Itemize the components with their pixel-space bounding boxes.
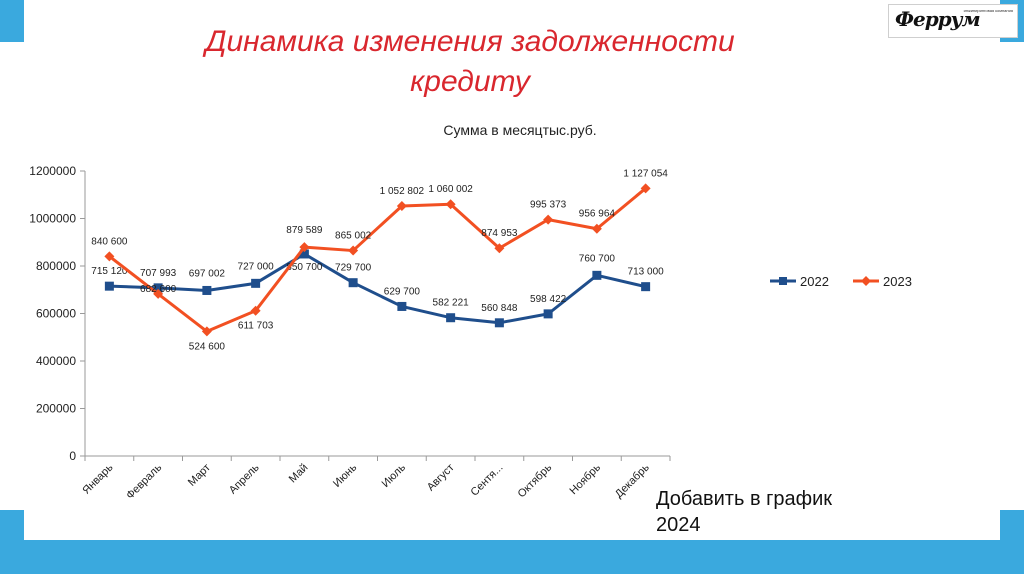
data-point-2022 xyxy=(348,278,358,288)
data-label-2022: 715 120 xyxy=(91,266,128,277)
x-tick-label: Июль xyxy=(380,461,409,490)
y-tick-label: 400000 xyxy=(36,354,76,368)
data-label-2023: 840 600 xyxy=(91,236,128,247)
slide-note: Добавить в график 2024 xyxy=(656,488,833,536)
slide-title: Динамика изменения задолженности кредиту xyxy=(205,25,735,98)
data-point-2022 xyxy=(592,270,602,280)
data-label-2023: 524 600 xyxy=(189,341,226,352)
x-tick-label: Август xyxy=(425,462,457,494)
legend-label-2022: 2022 xyxy=(800,274,829,289)
data-label-2023: 1 052 802 xyxy=(380,186,425,197)
data-point-2022 xyxy=(446,313,456,323)
data-label-2022: 760 700 xyxy=(579,253,616,264)
data-point-2023 xyxy=(104,251,115,262)
series-line-2023 xyxy=(108,187,647,333)
data-label-2022: 629 700 xyxy=(384,286,421,297)
data-point-2023 xyxy=(640,183,651,194)
data-label-2023: 1 127 054 xyxy=(623,168,668,179)
data-point-2023 xyxy=(201,326,212,337)
data-label-2023: 956 964 xyxy=(579,209,616,220)
data-label-2023: 874 953 xyxy=(481,228,518,239)
data-point-2022 xyxy=(543,309,553,319)
data-point-2023 xyxy=(494,243,505,254)
x-tick-label: Январь xyxy=(80,461,115,496)
x-tick-label: Ноябрь xyxy=(568,461,604,497)
data-point-2022 xyxy=(202,285,212,295)
data-label-2022: 582 221 xyxy=(433,298,470,309)
chart-title: Сумма в месяцтыс.руб. xyxy=(443,122,597,138)
x-tick-label: Сентя... xyxy=(469,462,506,499)
x-tick-label: Июнь xyxy=(331,461,359,489)
data-label-2023: 1 060 002 xyxy=(428,184,473,195)
logo-tagline: инжиниринговая компания xyxy=(963,8,1013,13)
data-label-2022: 850 700 xyxy=(286,262,323,273)
legend-label-2023: 2023 xyxy=(883,274,912,289)
data-label-2022: 560 848 xyxy=(481,303,518,314)
x-tick-label: Май xyxy=(287,462,311,486)
data-point-2023 xyxy=(396,200,407,211)
y-tick-label: 1000000 xyxy=(29,212,76,226)
data-point-2022 xyxy=(397,301,407,311)
data-label-2023: 865 002 xyxy=(335,231,372,242)
company-logo: Феррум инжиниринговая компания xyxy=(888,4,1018,38)
data-label-2023: 682 600 xyxy=(140,284,177,295)
data-point-2023 xyxy=(250,305,261,316)
y-tick-label: 800000 xyxy=(36,259,76,273)
logo-wordmark: Феррум xyxy=(895,7,981,31)
data-point-2022 xyxy=(299,249,309,259)
legend-marker-2022 xyxy=(779,277,787,285)
data-label-2022: 707 993 xyxy=(140,268,177,279)
data-label-2023: 995 373 xyxy=(530,200,567,211)
data-label-2023: 611 703 xyxy=(238,321,274,332)
data-point-2023 xyxy=(153,288,164,299)
x-tick-label: Декабрь xyxy=(613,461,652,500)
data-label-2022: 729 700 xyxy=(335,263,372,274)
legend-marker-2023 xyxy=(861,276,871,286)
data-label-2022: 727 000 xyxy=(238,261,275,272)
y-tick-label: 0 xyxy=(69,449,76,463)
x-tick-label: Февраль xyxy=(124,461,164,501)
data-label-2023: 879 589 xyxy=(286,225,323,236)
data-point-2023 xyxy=(591,223,602,234)
y-tick-label: 1200000 xyxy=(29,164,76,178)
data-label-2022: 713 000 xyxy=(628,267,665,278)
data-point-2023 xyxy=(299,242,310,253)
data-label-2022: 697 002 xyxy=(189,268,226,279)
x-tick-label: Октябрь xyxy=(516,461,555,500)
slide-card xyxy=(24,0,1000,540)
y-tick-label: 200000 xyxy=(36,402,76,416)
data-point-2023 xyxy=(348,245,359,256)
series-line-2022 xyxy=(109,252,646,325)
x-tick-label: Март xyxy=(186,462,213,489)
data-point-2022 xyxy=(104,281,114,291)
data-point-2022 xyxy=(153,283,163,293)
x-tick-label: Апрель xyxy=(227,461,262,496)
data-point-2023 xyxy=(445,199,456,210)
data-point-2022 xyxy=(641,282,651,292)
data-label-2022: 598 422 xyxy=(530,294,567,305)
data-point-2022 xyxy=(251,278,261,288)
data-point-2023 xyxy=(543,214,554,225)
data-point-2022 xyxy=(494,318,504,328)
y-tick-label: 600000 xyxy=(36,307,76,321)
